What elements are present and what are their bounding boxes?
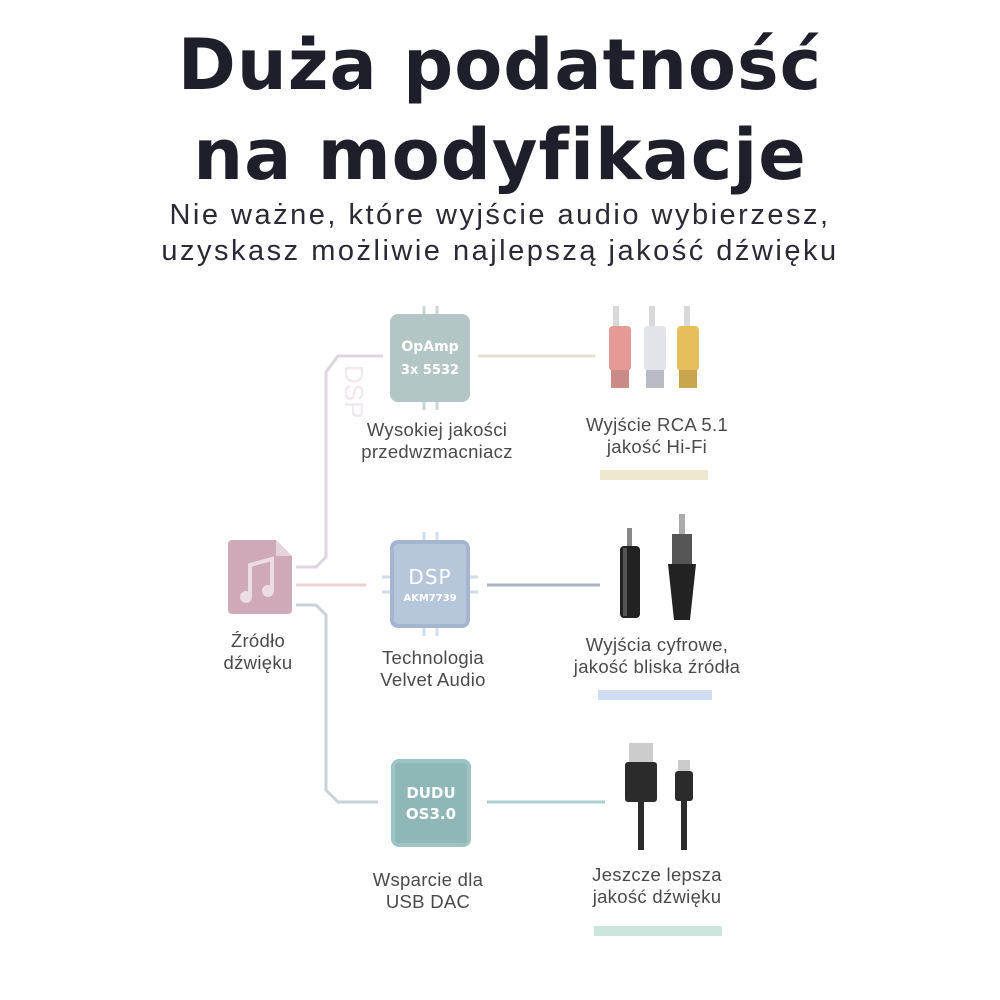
line-source-opamp xyxy=(296,354,383,569)
opamp-label-line1: Wysokiej jakości xyxy=(366,419,508,440)
usb-label-line1: Jeszcze lepsza xyxy=(592,864,722,885)
opamp-chip-line1: OpAmp xyxy=(401,338,459,355)
dsp-label-line1: Technologia xyxy=(381,647,485,668)
dsp-chip-line2: AKM7739 xyxy=(403,592,457,604)
opamp-pins xyxy=(422,306,439,410)
digital-label-line1: Wyjścia cyfrowe, xyxy=(585,634,729,655)
dsp-chip: DSP AKM7739 xyxy=(390,540,470,628)
source-label-line1: Źródło xyxy=(230,630,286,651)
music-file-icon xyxy=(228,540,292,614)
usb-label-line2: jakość dźwięku xyxy=(592,886,722,907)
usb-cable-icon xyxy=(625,743,693,850)
digital-label-line2: jakość bliska źródła xyxy=(573,656,741,677)
rca-plugs-icon xyxy=(609,306,699,388)
subtitle-line1: Nie ważne, które wyjście audio wybierzes… xyxy=(169,199,831,231)
dudu-label-line2: USB DAC xyxy=(385,891,471,912)
rca-label-line2: jakość Hi-Fi xyxy=(606,436,708,457)
opamp-chip-line2: 3x 5532 xyxy=(400,362,460,378)
source-label-line2: dźwięku xyxy=(223,652,293,673)
usb-accent-bar xyxy=(594,926,722,936)
dsp-chip-line1: DSP xyxy=(408,564,452,589)
subtitle-line2: uzyskasz możliwie najlepszą jakość dźwię… xyxy=(161,235,839,267)
dsp-pins xyxy=(382,532,478,636)
digital-accent-bar xyxy=(598,690,712,700)
line-source-dudu xyxy=(296,603,378,804)
rca-label-line1: Wyjście RCA 5.1 xyxy=(585,414,729,435)
opamp-chip: OpAmp 3x 5532 xyxy=(390,314,470,402)
page-title-line1: Duża podatność xyxy=(177,24,823,106)
rca-accent-bar xyxy=(600,470,708,480)
page-title-line2: na modyfikacje xyxy=(193,114,807,196)
dudu-chip-line2: OS3.0 xyxy=(405,804,457,823)
opamp-label-line2: przedwzmacniacz xyxy=(361,441,513,462)
dudu-chip: DUDU OS3.0 xyxy=(391,759,471,847)
dudu-chip-line1: DUDU xyxy=(406,783,456,802)
dudu-label-line1: Wsparcie dla xyxy=(372,869,484,890)
digital-plugs-icon xyxy=(620,514,696,620)
dsp-label-line2: Velvet Audio xyxy=(380,669,486,690)
dsp-watermark: DSP xyxy=(339,365,369,418)
